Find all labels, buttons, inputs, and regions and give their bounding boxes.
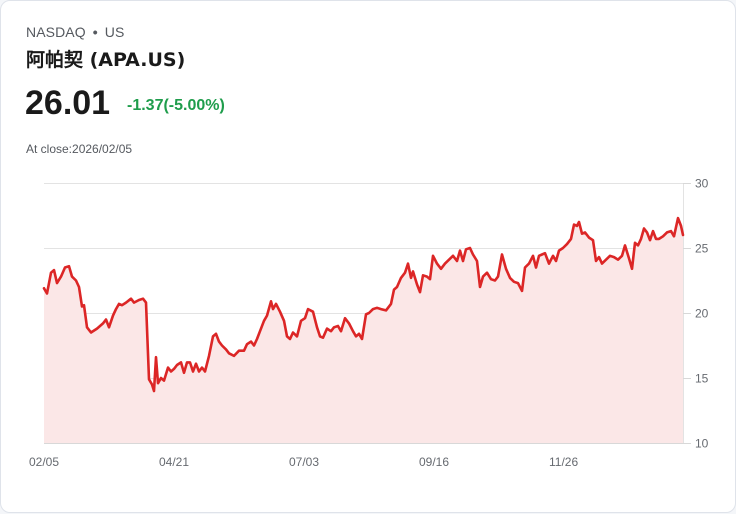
x-tick-label: 04/21 [159,455,189,469]
price-line [42,216,685,393]
close-date: At close:2026/02/05 [26,142,133,156]
y-tick-label: 25 [695,242,709,256]
separator-dot: • [92,24,98,40]
x-tick-label: 02/05 [29,455,59,469]
last-price: 26.01 [25,84,111,122]
y-tick-label: 15 [695,372,709,386]
y-axis: 10 15 20 25 30 [683,177,709,451]
x-tick-label: 11/26 [549,455,578,469]
stock-title: 阿帕契 (APA.US) [26,49,186,71]
y-tick-label: 10 [695,437,709,451]
exchange-label: NASDAQ [26,24,86,40]
y-tick-label: 20 [695,307,709,321]
x-tick-label: 09/16 [419,455,449,469]
price-change: -1.37(-5.00%) [127,97,225,114]
x-tick-label: 07/03 [289,455,319,469]
x-axis: 02/05 04/21 07/03 09/16 11/26 [29,455,578,469]
exchange-line: NASDAQ • US [26,24,124,40]
market-label: US [104,24,125,40]
y-tick-label: 30 [695,177,709,191]
